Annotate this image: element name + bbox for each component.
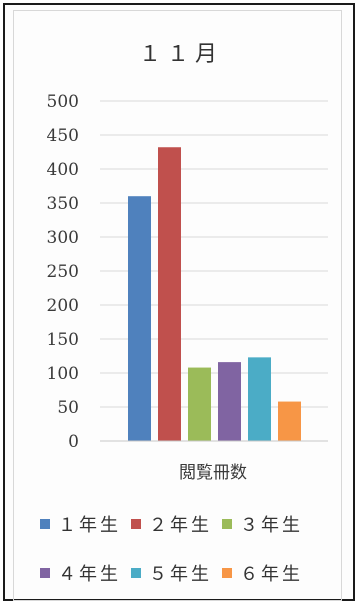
legend-item: ４年生 (40, 560, 121, 586)
legend-swatch (222, 568, 232, 578)
chart-area-border (13, 10, 342, 601)
bar-series-6 (278, 401, 301, 441)
legend-swatch (222, 519, 232, 529)
legend-swatch (131, 519, 141, 529)
bar-series-4 (218, 362, 241, 441)
legend-item: ２年生 (131, 511, 212, 537)
x-category-label: 閲覧冊数 (179, 463, 247, 483)
legend-label: １年生 (58, 515, 121, 536)
legend-label: ３年生 (240, 515, 303, 536)
y-tick-label: 300 (47, 228, 79, 248)
legend-swatch (40, 568, 50, 578)
legend-label: ４年生 (58, 564, 121, 585)
y-tick-label: 150 (47, 330, 79, 350)
y-axis: 0 50 100 150 200 250 300 350 400 450 500 (47, 92, 79, 452)
y-tick-label: 400 (47, 160, 79, 180)
legend-label: ２年生 (149, 515, 212, 536)
y-tick-label: 500 (47, 92, 79, 112)
chart-title: １１月 (138, 42, 223, 67)
y-tick-label: 350 (47, 194, 79, 214)
bar-series-3 (188, 367, 211, 441)
legend-label: ５年生 (149, 564, 212, 585)
y-tick-label: 50 (57, 398, 79, 418)
legend-label: ６年生 (240, 564, 303, 585)
legend-row: ４年生 ５年生 ６年生 (40, 561, 313, 585)
legend-item: ５年生 (131, 560, 212, 586)
legend-row: １年生 ２年生 ３年生 (40, 512, 313, 536)
y-tick-label: 0 (68, 432, 79, 452)
y-tick-label: 200 (47, 296, 79, 316)
y-tick-label: 450 (47, 126, 79, 146)
bars (128, 147, 301, 442)
legend-item: ３年生 (222, 511, 303, 537)
bar-series-2 (158, 147, 181, 442)
legend-swatch (131, 568, 141, 578)
bar-series-5 (248, 357, 271, 441)
y-tick-label: 250 (47, 262, 79, 282)
legend-item: １年生 (40, 511, 121, 537)
x-axis: 閲覧冊数 (179, 463, 247, 483)
bar-series-1 (128, 196, 151, 441)
y-tick-label: 100 (47, 364, 79, 384)
legend-item: ６年生 (222, 560, 303, 586)
legend-swatch (40, 519, 50, 529)
